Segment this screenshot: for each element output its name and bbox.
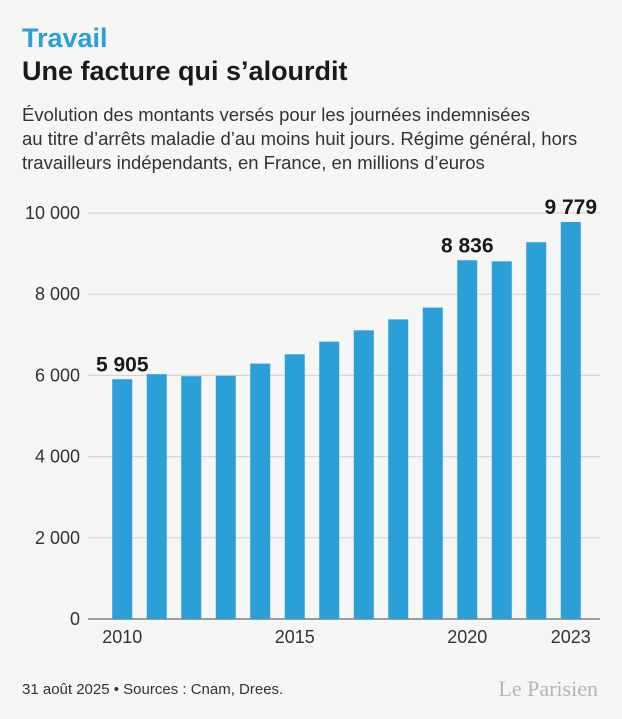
logo: Le Parisien bbox=[498, 676, 598, 701]
bar bbox=[215, 375, 236, 619]
bar bbox=[353, 330, 374, 619]
y-tick-label: 6 000 bbox=[35, 365, 80, 385]
y-tick-label: 8 000 bbox=[35, 284, 80, 304]
value-label: 8 836 bbox=[441, 234, 494, 257]
x-tick-label: 2023 bbox=[551, 627, 591, 647]
y-tick-label: 2 000 bbox=[35, 528, 80, 548]
x-tick-label: 2010 bbox=[102, 627, 142, 647]
bar bbox=[388, 319, 409, 619]
subtitle: Évolution des montants versés pour les j… bbox=[22, 104, 530, 125]
value-label: 9 779 bbox=[544, 196, 597, 219]
bar bbox=[526, 242, 547, 619]
x-tick-label: 2020 bbox=[447, 627, 487, 647]
bar bbox=[491, 261, 512, 619]
subtitle: au titre d’arrêts maladie d’au moins hui… bbox=[22, 128, 577, 149]
bar bbox=[146, 374, 167, 619]
bar bbox=[422, 307, 443, 619]
bar bbox=[250, 363, 271, 619]
bar bbox=[319, 341, 340, 619]
bar bbox=[560, 221, 581, 619]
y-tick-label: 0 bbox=[70, 609, 80, 629]
subtitle: travailleurs indépendants, en France, en… bbox=[22, 152, 485, 173]
y-tick-label: 4 000 bbox=[35, 447, 80, 467]
y-tick-label: 10 000 bbox=[25, 203, 80, 223]
value-label: 5 905 bbox=[96, 353, 149, 376]
bar bbox=[181, 376, 202, 619]
kicker: Travail bbox=[22, 23, 108, 53]
bar bbox=[457, 260, 478, 619]
bar bbox=[284, 354, 305, 619]
bar bbox=[112, 379, 133, 619]
x-tick-label: 2015 bbox=[275, 627, 315, 647]
footer: 31 août 2025 • Sources : Cnam, Drees. bbox=[22, 681, 283, 698]
chart-title: Une facture qui s’alourdit bbox=[22, 56, 348, 86]
